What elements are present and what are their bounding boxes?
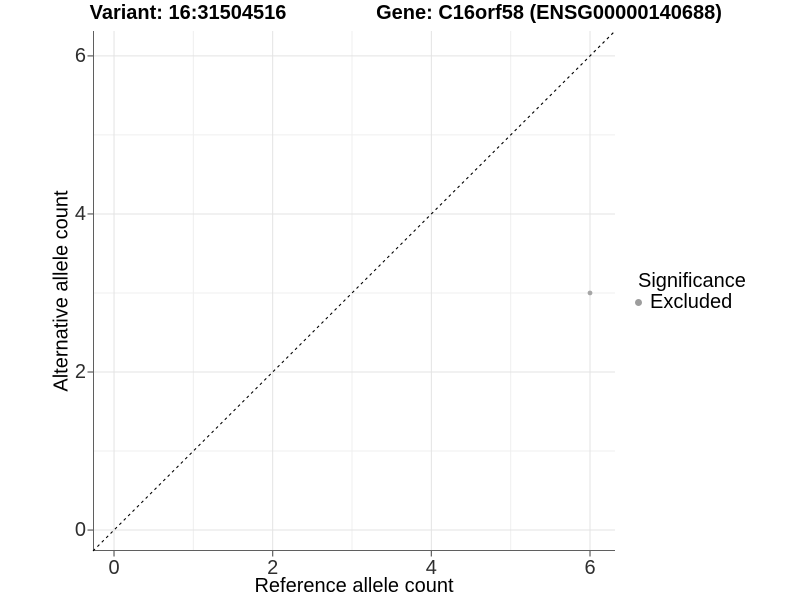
plot-panel: [87, 30, 616, 557]
x-tick-label: 0: [108, 557, 120, 579]
plot-canvas: [87, 30, 616, 557]
y-tick-label: 6: [74, 44, 86, 67]
y-tick-label: 2: [74, 361, 86, 383]
x-tick-label: 4: [425, 557, 437, 579]
x-tick-label: 6: [584, 557, 596, 579]
identity-reference-line: [92, 30, 616, 552]
legend-item-excluded: Excluded: [635, 292, 746, 312]
legend-title: Significance: [638, 270, 746, 292]
data-point: [587, 290, 593, 296]
legend: Significance Excluded: [635, 271, 746, 312]
y-tick-label: 4: [74, 202, 86, 225]
plot-title-gene: Gene: C16orf58 (ENSG00000140688): [376, 2, 722, 24]
x-axis-title: Reference allele count: [254, 575, 454, 597]
plot-title-variant: Variant: 16:31504516: [89, 2, 287, 24]
y-tick-label: 0: [74, 519, 86, 542]
x-tick-label: 2: [267, 557, 279, 579]
legend-point-icon: [635, 298, 642, 306]
legend-item-label: Excluded: [650, 291, 733, 313]
